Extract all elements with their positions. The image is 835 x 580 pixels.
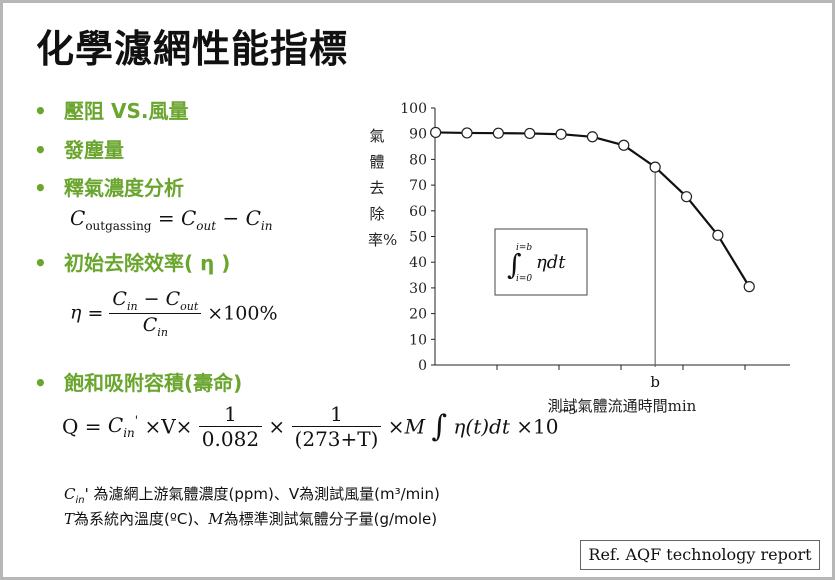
bullet-label: 壓阻 VS.風量 <box>64 99 189 123</box>
formula-efficiency: η = Cin − Cout Cin ×100% <box>70 288 278 339</box>
data-point <box>712 229 724 241</box>
bullet-dot: • <box>34 251 47 275</box>
bullet-label: 飽和吸附容積(壽命) <box>64 371 243 395</box>
fraction: Cin − Cout Cin <box>109 288 202 339</box>
integral-upper: i=b <box>516 243 532 253</box>
integral-integrand: ηdt <box>536 252 566 273</box>
math-symbol: η <box>70 301 82 324</box>
math-subscript: in <box>123 426 135 440</box>
data-point <box>430 126 442 139</box>
fraction-numerator: 1 <box>198 402 263 427</box>
reference-box: Ref. AQF technology report <box>580 540 820 570</box>
fraction-denominator: (273+T) <box>294 427 379 451</box>
fraction-numerator: 1 <box>291 402 382 427</box>
math-integrand: η(t)dt <box>453 414 510 439</box>
y-tick-label: 10 <box>409 332 427 348</box>
math-subscript: in <box>260 219 273 233</box>
math-symbol: C <box>64 485 76 503</box>
bullet-dot: • <box>34 138 47 162</box>
math-symbol: C <box>112 288 127 310</box>
note-line-1: Cin' 為濾網上游氣體濃度(ppm)、V為測試風量(m³/min) <box>64 485 440 506</box>
bullet-dot: • <box>34 99 47 123</box>
data-point <box>492 127 504 139</box>
bullet-label: 釋氣濃度分析 <box>64 176 184 200</box>
math-subscript: outgassing <box>85 219 152 233</box>
math-subscript: out <box>180 299 199 313</box>
bullet-efficiency: • 初始去除效率( η ) <box>34 247 230 276</box>
y-tick-label: 70 <box>409 178 427 194</box>
math-symbol: C <box>70 206 86 230</box>
formula-q: Q = Cin' ×V× 1 0.082 × 1 (273+T) ×M ∫ η(… <box>62 402 577 451</box>
math-symbol: M <box>404 414 426 439</box>
integral-sign: ∫ <box>507 248 522 281</box>
math-exponent: −3 <box>558 403 577 417</box>
math-symbol: C <box>107 413 124 437</box>
bullet-dot: • <box>34 176 47 200</box>
y-tick-label: 30 <box>409 281 427 297</box>
bullet-label: 初始去除效率( η ) <box>64 251 231 275</box>
math-symbol: C <box>142 313 158 336</box>
data-point <box>649 161 661 173</box>
series-line <box>435 131 751 288</box>
chart-xlabel: 測試氣體流通時間min <box>548 397 697 415</box>
math-symbol: M <box>208 510 224 528</box>
bullet-pressure-drop: • 壓阻 VS.風量 <box>34 95 188 124</box>
b-marker-label: b <box>650 373 660 391</box>
bullet-dot: • <box>34 371 47 395</box>
bullet-capacity: • 飽和吸附容積(壽命) <box>34 367 242 396</box>
note-text: 為濾網上游氣體濃度(ppm)、V為測試風量(m³/min) <box>93 485 440 503</box>
data-point <box>743 281 755 293</box>
y-tick-label: 80 <box>409 152 427 168</box>
math-symbol: C <box>180 206 197 230</box>
math-symbol: V <box>161 414 176 439</box>
math-subscript: in <box>75 495 85 506</box>
math-subscript: in <box>126 299 138 313</box>
slide-title: 化學濾網性能指標 <box>36 27 349 71</box>
math-symbol: C <box>245 206 261 230</box>
data-point <box>680 191 693 203</box>
y-tick-label: 0 <box>418 358 427 374</box>
data-point <box>524 127 536 140</box>
math-symbol: Q <box>62 414 79 439</box>
math-symbol: T <box>64 510 75 528</box>
fraction: 1 0.082 <box>198 402 263 451</box>
integral-lower: i=0 <box>516 274 532 284</box>
y-tick-label: 60 <box>409 204 427 220</box>
note-line-2: T為系統內溫度(ºC)、M為標準測試氣體分子量(g/mole) <box>64 508 437 529</box>
formula-outgassing: Coutgassing = Cout − Cin <box>70 206 273 233</box>
integral-box <box>494 228 588 296</box>
note-text: 為系統內溫度(ºC)、 <box>74 510 209 528</box>
y-tick-label: 40 <box>409 255 427 271</box>
y-tick-label: 100 <box>400 101 427 117</box>
data-point <box>555 128 567 140</box>
math-subscript: in <box>157 325 168 339</box>
data-point <box>461 127 473 139</box>
note-text: 為標準測試氣體分子量(g/mole) <box>223 510 438 528</box>
math-subscript: out <box>196 219 217 233</box>
bullet-label: 發塵量 <box>64 138 124 162</box>
bullet-outgassing: • 釋氣濃度分析 <box>34 172 184 201</box>
data-point <box>586 131 599 143</box>
fraction: 1 (273+T) <box>291 402 382 451</box>
fraction-denominator: 0.082 <box>201 427 260 451</box>
y-tick-label: 90 <box>409 127 427 143</box>
data-point <box>618 139 630 151</box>
y-tick-label: 20 <box>409 307 427 323</box>
bullet-dust: • 發塵量 <box>34 134 124 163</box>
y-tick-label: 50 <box>409 230 427 246</box>
math-factor: ×100% <box>207 302 278 325</box>
math-factor: ×10 <box>516 414 559 439</box>
